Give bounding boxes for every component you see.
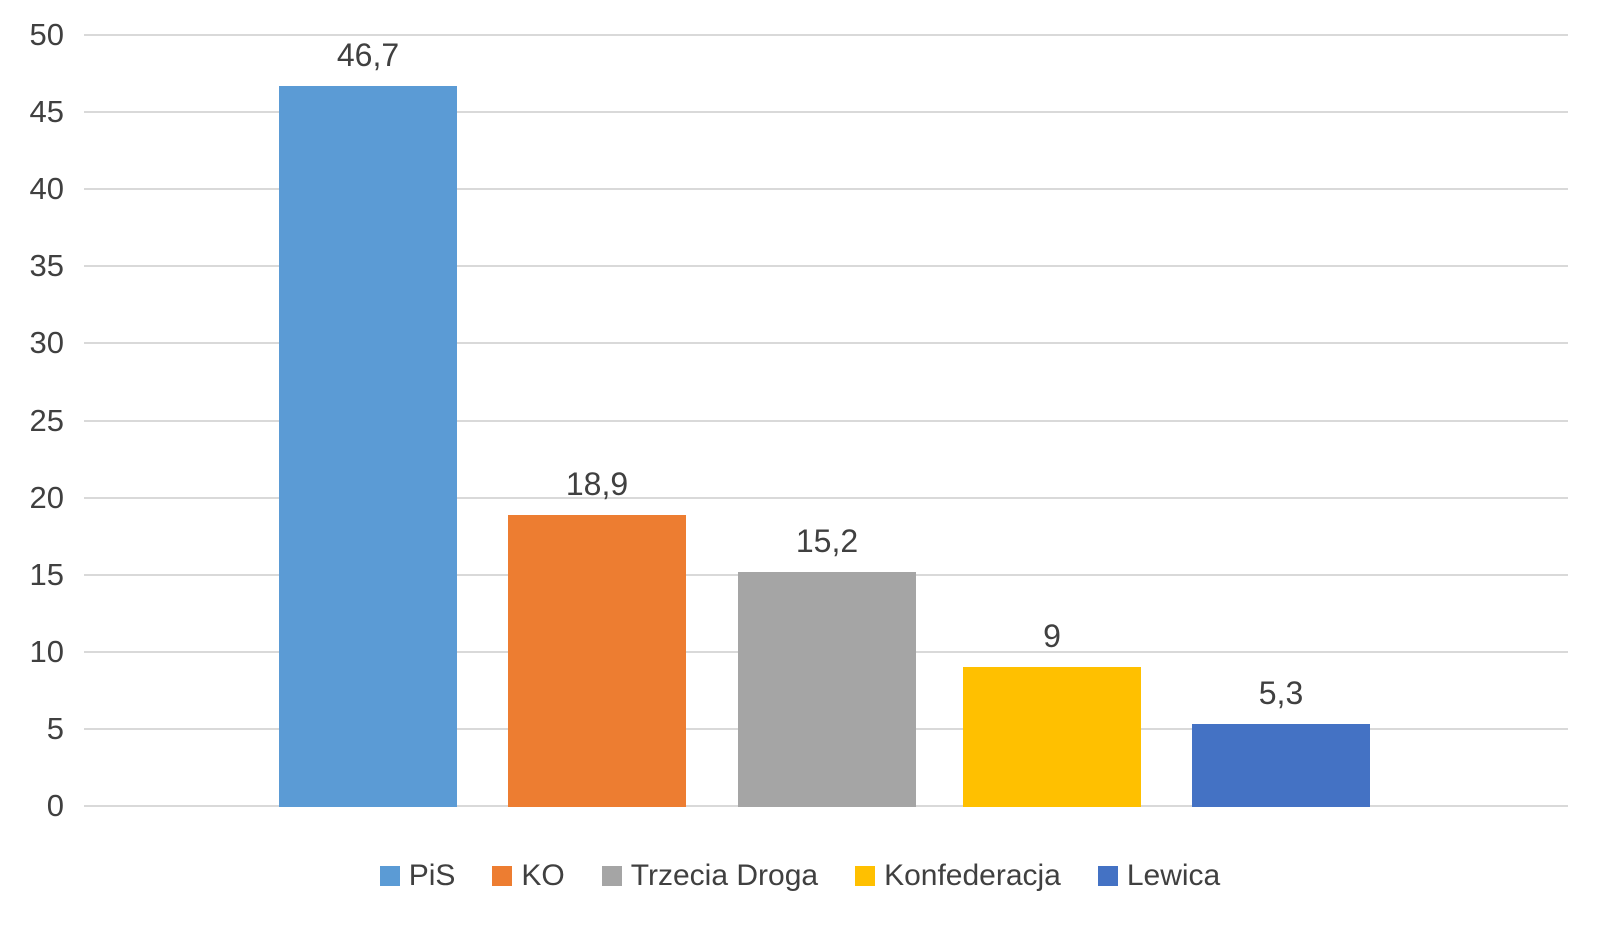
y-axis-tick-label: 0 <box>46 788 64 823</box>
legend-item-konfederacja: Konfederacja <box>855 858 1061 894</box>
bar-value-label-lewica: 5,3 <box>1258 675 1304 712</box>
gridline-y-25 <box>84 419 1568 422</box>
legend-label: Lewica <box>1126 859 1221 892</box>
gridline-y-30 <box>84 342 1568 345</box>
bar-value-label-ko: 18,9 <box>565 465 629 502</box>
y-axis-tick-label: 40 <box>29 171 64 207</box>
legend-label: KO <box>521 859 565 892</box>
bar-value-label-konfederacja: 9 <box>1043 618 1061 655</box>
legend-swatch-trzecia-droga <box>601 866 622 886</box>
y-axis-tick-label: 15 <box>29 556 64 592</box>
legend-label: Konfederacja <box>884 859 1061 892</box>
gridline-y-40 <box>84 188 1568 191</box>
legend-label: Trzecia Droga <box>630 859 819 892</box>
y-axis-tick-label: 25 <box>29 402 64 438</box>
y-axis-tick-label: 35 <box>29 248 64 284</box>
bar-ko <box>508 514 686 807</box>
legend-swatch-pis <box>379 866 400 886</box>
legend-swatch-konfederacja <box>855 866 876 886</box>
gridline-y-45 <box>84 111 1568 114</box>
y-axis-tick-label: 45 <box>29 94 64 130</box>
y-axis-tick-label: 50 <box>29 17 64 52</box>
legend-item-pis: PiS <box>379 858 456 894</box>
y-axis-tick-label: 10 <box>29 633 64 669</box>
legend-swatch-ko <box>492 866 513 886</box>
gridline-y-20 <box>84 496 1568 499</box>
bar-pis <box>279 85 457 807</box>
legend-item-lewica: Lewica <box>1097 858 1221 894</box>
y-axis-tick-label: 5 <box>46 710 64 746</box>
y-axis-tick-label: 20 <box>29 479 64 515</box>
bar-lewica <box>1192 724 1370 807</box>
bar-value-label-trzecia-droga: 15,2 <box>795 522 859 559</box>
legend: PiS KO Trzecia Droga Konfederacja Lewica <box>0 858 1600 894</box>
bar-value-label-pis: 46,7 <box>336 36 400 73</box>
bar-konfederacja <box>963 667 1141 807</box>
legend-swatch-lewica <box>1097 866 1118 886</box>
bar-trzecia-droga <box>738 571 916 807</box>
gridline-y-35 <box>84 265 1568 268</box>
legend-item-trzecia-droga: Trzecia Droga <box>601 858 819 894</box>
legend-label: PiS <box>408 859 456 892</box>
y-axis-tick-label: 30 <box>29 325 64 361</box>
gridline-y-50 <box>84 34 1568 36</box>
legend-item-ko: KO <box>492 858 565 894</box>
